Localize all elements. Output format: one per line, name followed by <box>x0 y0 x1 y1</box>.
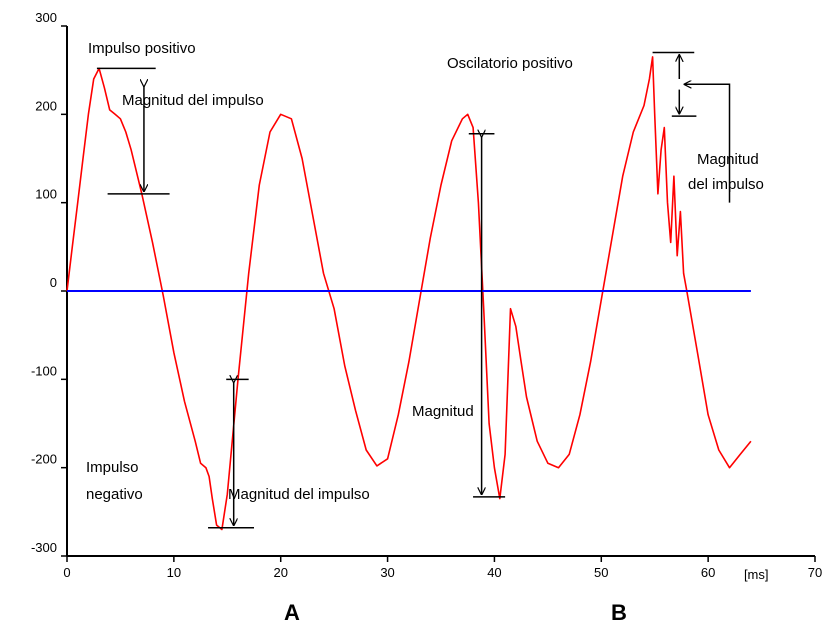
annotation-impulso-positivo: Impulso positivo <box>88 40 196 57</box>
x-tick-label: 60 <box>701 565 715 580</box>
annotation-magnitud-impulso-3-line1: Magnitud <box>697 151 759 168</box>
annotation-impulso-negativo-line2: negativo <box>86 486 143 503</box>
y-tick-label: 100 <box>35 187 57 202</box>
x-tick-label: 10 <box>167 565 181 580</box>
osc-impulse-leader-arrow <box>685 84 731 203</box>
y-tick-label: -100 <box>31 363 57 378</box>
annotation-impulso-negativo-line1: Impulso <box>86 459 139 476</box>
annotation-magnitud-impulso-3-line2: del impulso <box>688 176 764 193</box>
label-b: B <box>611 600 627 625</box>
series-group <box>66 56 752 531</box>
label-a: A <box>284 600 300 625</box>
annotation-magnitud: Magnitud <box>412 403 474 420</box>
y-tick-label: -300 <box>31 540 57 555</box>
x-tick-label: 0 <box>63 565 70 580</box>
signal-line <box>66 56 752 531</box>
annotations: Impulso positivo Magnitud del impulso Im… <box>86 40 764 625</box>
annotation-magnitud-impulso-2: Magnitud del impulso <box>228 486 370 503</box>
x-unit-label: [ms] <box>744 567 769 582</box>
y-tick-label: -200 <box>31 452 57 467</box>
annotation-oscilatorio-positivo: Oscilatorio positivo <box>447 55 573 72</box>
x-tick-label: 20 <box>273 565 287 580</box>
annotation-magnitud-impulso-1: Magnitud del impulso <box>122 92 264 109</box>
measurement-lines <box>96 51 731 529</box>
x-tick-label: 30 <box>380 565 394 580</box>
x-tick-label: 40 <box>487 565 501 580</box>
x-tick-label: 70 <box>808 565 822 580</box>
y-tick-label: 300 <box>35 10 57 25</box>
tick-labels: 300 200 100 0 -100 -200 -300 0 10 20 30 40 50 60 70 [ms… <box>31 10 822 582</box>
x-tick-label: 50 <box>594 565 608 580</box>
y-tick-label: 200 <box>35 98 57 113</box>
y-tick-label: 0 <box>50 275 57 290</box>
